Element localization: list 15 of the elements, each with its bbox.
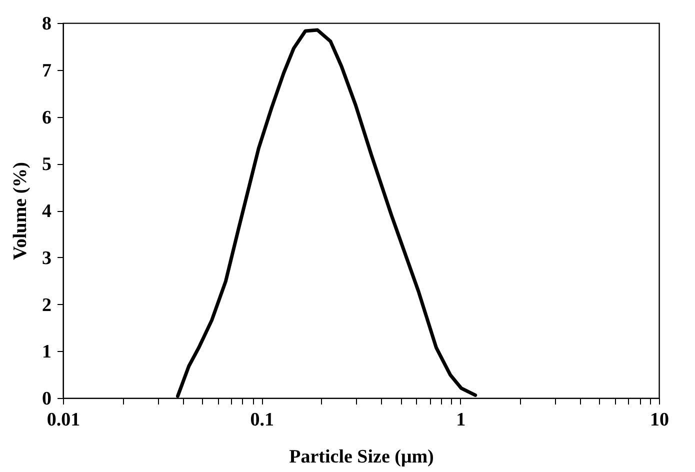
y-tick-label: 2 [42, 294, 52, 316]
y-tick-label: 6 [42, 107, 52, 128]
y-tick-label: 0 [42, 388, 52, 410]
x-axis-title: Particle Size (μm) [289, 446, 434, 468]
y-tick-label: 3 [42, 248, 52, 269]
x-tick-label: 0.1 [250, 410, 274, 430]
x-tick-label: 1 [456, 410, 466, 430]
y-tick-label: 4 [42, 201, 52, 222]
y-tick-label: 8 [42, 14, 52, 34]
text: 0.01 [46, 410, 80, 430]
y-tick-label: 5 [42, 154, 52, 176]
x-tick-label: 10 [650, 410, 669, 430]
y-tick-label: 1 [42, 342, 52, 363]
y-tick-label: 7 [42, 60, 52, 82]
y-axis-title: Volume (%) [10, 162, 31, 260]
